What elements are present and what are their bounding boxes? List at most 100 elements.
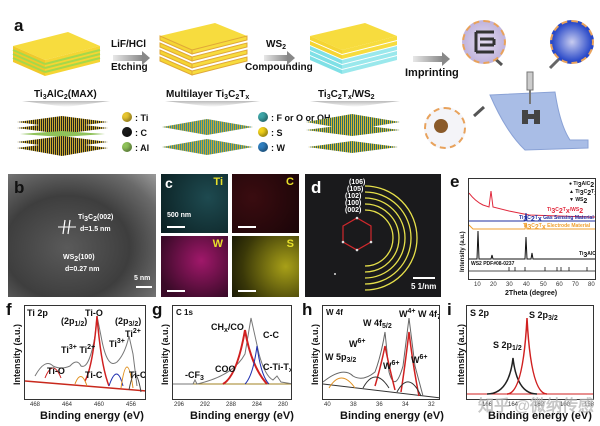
xrd-legend: ● Ti3AlC2▲ Ti3C2Tx▼ WS2 [569,181,595,205]
g-xps-curves [173,317,291,385]
g-title: C 1s [176,308,193,317]
f-ann-ti3-right: Ti3+ [109,338,125,349]
h-ann-w6plus-top: W6+ [349,338,366,349]
composite-label: Ti3C2Tx/WS2 [318,89,375,101]
xtick: 158 [584,402,595,408]
xtick: 30 [506,282,513,288]
scalebar-c-label: 500 nm [167,212,192,219]
xrd-xlabel: 2Theta (degree) [505,290,558,297]
w-atom-icon [258,142,268,152]
multilayer-stack-illustration [159,23,248,76]
i-xps-curves [467,317,593,395]
scalebar-c2 [238,226,256,228]
xtick: 164 [508,402,519,408]
f-title: Ti 2p [27,308,48,318]
h-ann-w6plus-right: W6+ [411,354,428,365]
map-label-s: S [286,238,294,250]
xtick: 288 [226,402,237,408]
trace-label-composite: Ti3C2Tx/WS2 [547,207,584,215]
xtick: 280 [278,402,289,408]
ring-label-102: (102) [345,193,362,200]
xtick: 70 [572,282,579,288]
f-ann-tio-main: Ti-O [85,308,103,318]
h-ylabel: Intensity (a.u.) [310,323,320,385]
etching-label: Etching [111,62,148,73]
xtick: 460 [94,402,105,408]
xtick: 32 [428,402,435,408]
trace-label-electrode: Ti3C2Tx Electrode Material [523,223,591,231]
ring-label-002: (002) [345,207,362,214]
h-ann-w4plus: W4+ W 4f7/2 [399,308,439,321]
xtick: 38 [350,402,357,408]
xrd-plot-area: ● Ti3AlC2▲ Ti3C2Tx▼ WS2 Ti3C2Tx/WS2 Ti3C… [468,178,596,280]
i-ann-s2p32: S 2p3/2 [529,310,558,322]
i-ann-s2p12: S 2p1/2 [493,340,522,352]
map-label-c: C [286,176,294,188]
xtick: 456 [126,402,137,408]
xtick: 292 [200,402,211,408]
xtick: 40 [324,402,331,408]
f-ann-tic-mid: Ti-C [85,370,103,380]
composite-stack-illustration [310,23,397,74]
xtick: 162 [534,402,545,408]
f-ann-ti3-left: Ti3+ Ti2+ [61,344,96,355]
h-ann-w4f52: W 4f5/2 [363,318,392,330]
max-pointer [22,101,110,107]
h-ann-w5p32: W 5p3/2 [325,352,357,364]
scalebar-c [167,226,185,228]
f-ann-tic-right: Ti-C [129,370,146,380]
electrode-icon [474,30,496,54]
legend-item-w: : W [258,142,285,153]
i-title: S 2p [470,308,490,318]
ring-label-100: (100) [345,200,362,207]
legend-item-termination: : F or O or OH [258,112,331,123]
etching-reagent-label: LiF/HCl [111,39,146,50]
panel-label-f: f [6,300,12,319]
etching-arrow [113,51,150,65]
map-label-ti: Ti [213,176,223,188]
ws2-lattice-label: WS2(100) [63,254,95,263]
trace-label-max: Ti3AlC2 [579,251,596,259]
h-plot-area: W 4f W 4f5/2 W4+ W 4f7/2 W6+ W 5p3/2 W6+… [322,305,440,400]
xtick: 160 [560,402,571,408]
i-plot-area: S 2p S 2p3/2 S 2p1/2 [466,305,594,400]
legend-item-c: : C [122,127,147,138]
compounding-arrow [264,51,295,65]
imprinting-label: Imprinting [405,67,459,79]
h-xps-curves [323,317,439,399]
g-xlabel: Binding energy (eV) [190,410,294,422]
xtick: 296 [174,402,185,408]
h-ann-w6plus-mid: W6+ [383,360,400,371]
ti-atom-icon [122,112,132,122]
wearable-sensor-inset [550,20,594,64]
interdigitated-electrode-inset [462,20,506,64]
f-ann-2p12: (2p1/2) [61,316,88,328]
f-ann-ti2-right: Ti2+ [125,328,141,339]
xtick: 80 [588,282,595,288]
g-ann-chx-co: CHx/CO [211,322,244,334]
termination-atom-icon [258,112,268,122]
c-atom-icon [122,127,132,137]
panel-label-g: g [152,300,163,319]
xtick: 166 [482,402,493,408]
lattice-marker-icon [58,219,76,235]
panel-label-a: a [14,16,24,35]
compounding-label: Compounding [245,62,313,73]
g-plot-area: C 1s CHx/CO C-C COO -CF3 C-Ti-Tx [172,305,292,400]
composite-pointer [310,101,400,107]
legend-item-ti: : Ti [122,112,148,123]
eds-map-ti: c Ti 500 nm [161,174,228,233]
f-plot-area: Ti 2p Ti-O (2p1/2) (2p3/2) Ti3+ Ti2+ Ti3… [24,305,146,400]
legend-item-s: : S [258,127,283,138]
xtick: 60 [556,282,563,288]
panel-label-i: i [447,300,452,319]
map-label-w: W [212,238,223,250]
max-atomic-structure [17,116,108,156]
f-xps-curves [25,315,145,393]
panel-label-e: e [450,172,460,191]
xtick: 10 [474,282,481,288]
scalebar-d-label: 5 1/nm [411,282,437,291]
i-ylabel: Intensity (a.u.) [456,323,466,385]
ring-label-106: (106) [349,179,366,186]
h-title: W 4f [326,308,343,317]
